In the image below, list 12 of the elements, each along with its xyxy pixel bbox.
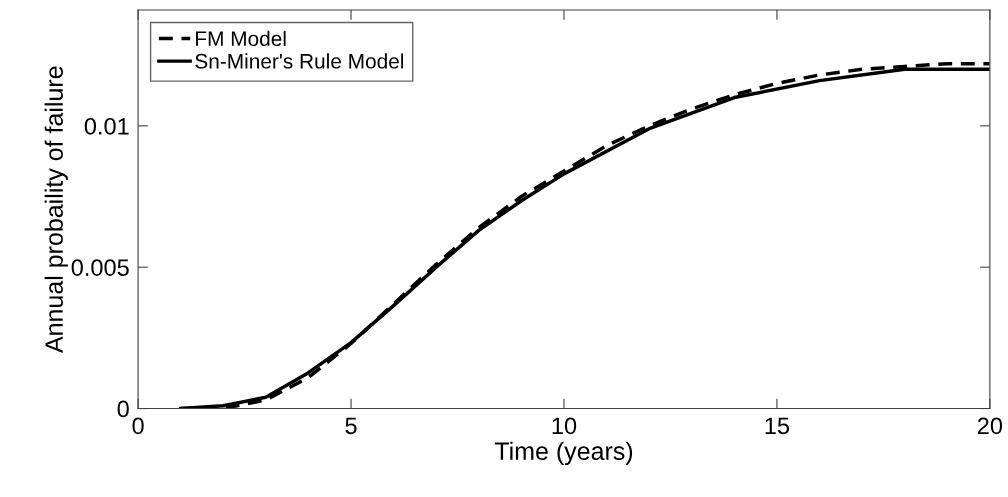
y-tick-label: 0 bbox=[117, 400, 129, 418]
y-axis-title: Annual probaility of failure bbox=[44, 66, 68, 354]
legend-label: Sn-Miner's Rule Model bbox=[195, 53, 404, 69]
y-tick-label: 0.005 bbox=[71, 259, 129, 276]
x-tick-label: 0 bbox=[132, 417, 144, 435]
y-tick-label: 0.01 bbox=[84, 117, 129, 135]
x-tick-label: 10 bbox=[552, 417, 577, 435]
x-tick-label: 20 bbox=[977, 417, 1003, 435]
legend-label: FM Model bbox=[196, 30, 286, 47]
x-tick-label: 15 bbox=[765, 417, 790, 435]
x-tick-label: 5 bbox=[345, 417, 357, 435]
x-axis-title: Time (years) bbox=[494, 441, 633, 465]
